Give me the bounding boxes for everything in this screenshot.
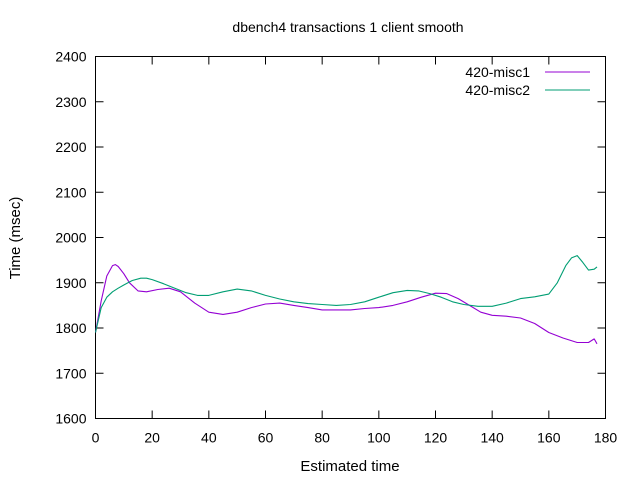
y-tick-label: 1900	[55, 275, 86, 291]
x-tick-label: 80	[314, 430, 330, 446]
legend: 420-misc1 420-misc2	[465, 64, 590, 98]
x-tick-label: 180	[594, 430, 618, 446]
y-tick-label: 2100	[55, 184, 86, 200]
legend-label: 420-misc2	[465, 82, 530, 98]
x-tick-label: 60	[258, 430, 274, 446]
x-axis-title: Estimated time	[300, 458, 399, 475]
x-tick-label: 100	[367, 430, 391, 446]
y-tick-label: 2200	[55, 139, 86, 155]
chart-title: dbench4 transactions 1 client smooth	[232, 19, 463, 35]
x-tick-label: 20	[144, 430, 160, 446]
x-tick-label: 40	[201, 430, 217, 446]
x-tick-label: 0	[92, 430, 100, 446]
y-axis-title: Time (msec)	[7, 197, 24, 280]
x-tick-label: 120	[424, 430, 448, 446]
plot-frame	[95, 56, 606, 419]
series-line-420-misc1	[94, 264, 598, 345]
x-tick-label: 160	[537, 430, 561, 446]
y-tick-label: 1800	[55, 320, 86, 336]
series-group	[94, 255, 598, 345]
y-tick-label: 1600	[55, 411, 86, 427]
y-tick-label: 2000	[55, 230, 86, 246]
legend-label: 420-misc1	[465, 64, 530, 80]
y-tick-label: 1700	[55, 365, 86, 381]
y-tick-label: 2300	[55, 94, 86, 110]
y-axis: 1600 1700 1800 1900 2000 2100 2200 2300 2400	[55, 49, 606, 427]
x-axis: 0 20 40 60 80 100 120 140 160 180	[92, 56, 618, 446]
y-tick-label: 2400	[55, 49, 86, 65]
series-line-420-misc2	[94, 255, 598, 333]
x-tick-label: 140	[480, 430, 504, 446]
